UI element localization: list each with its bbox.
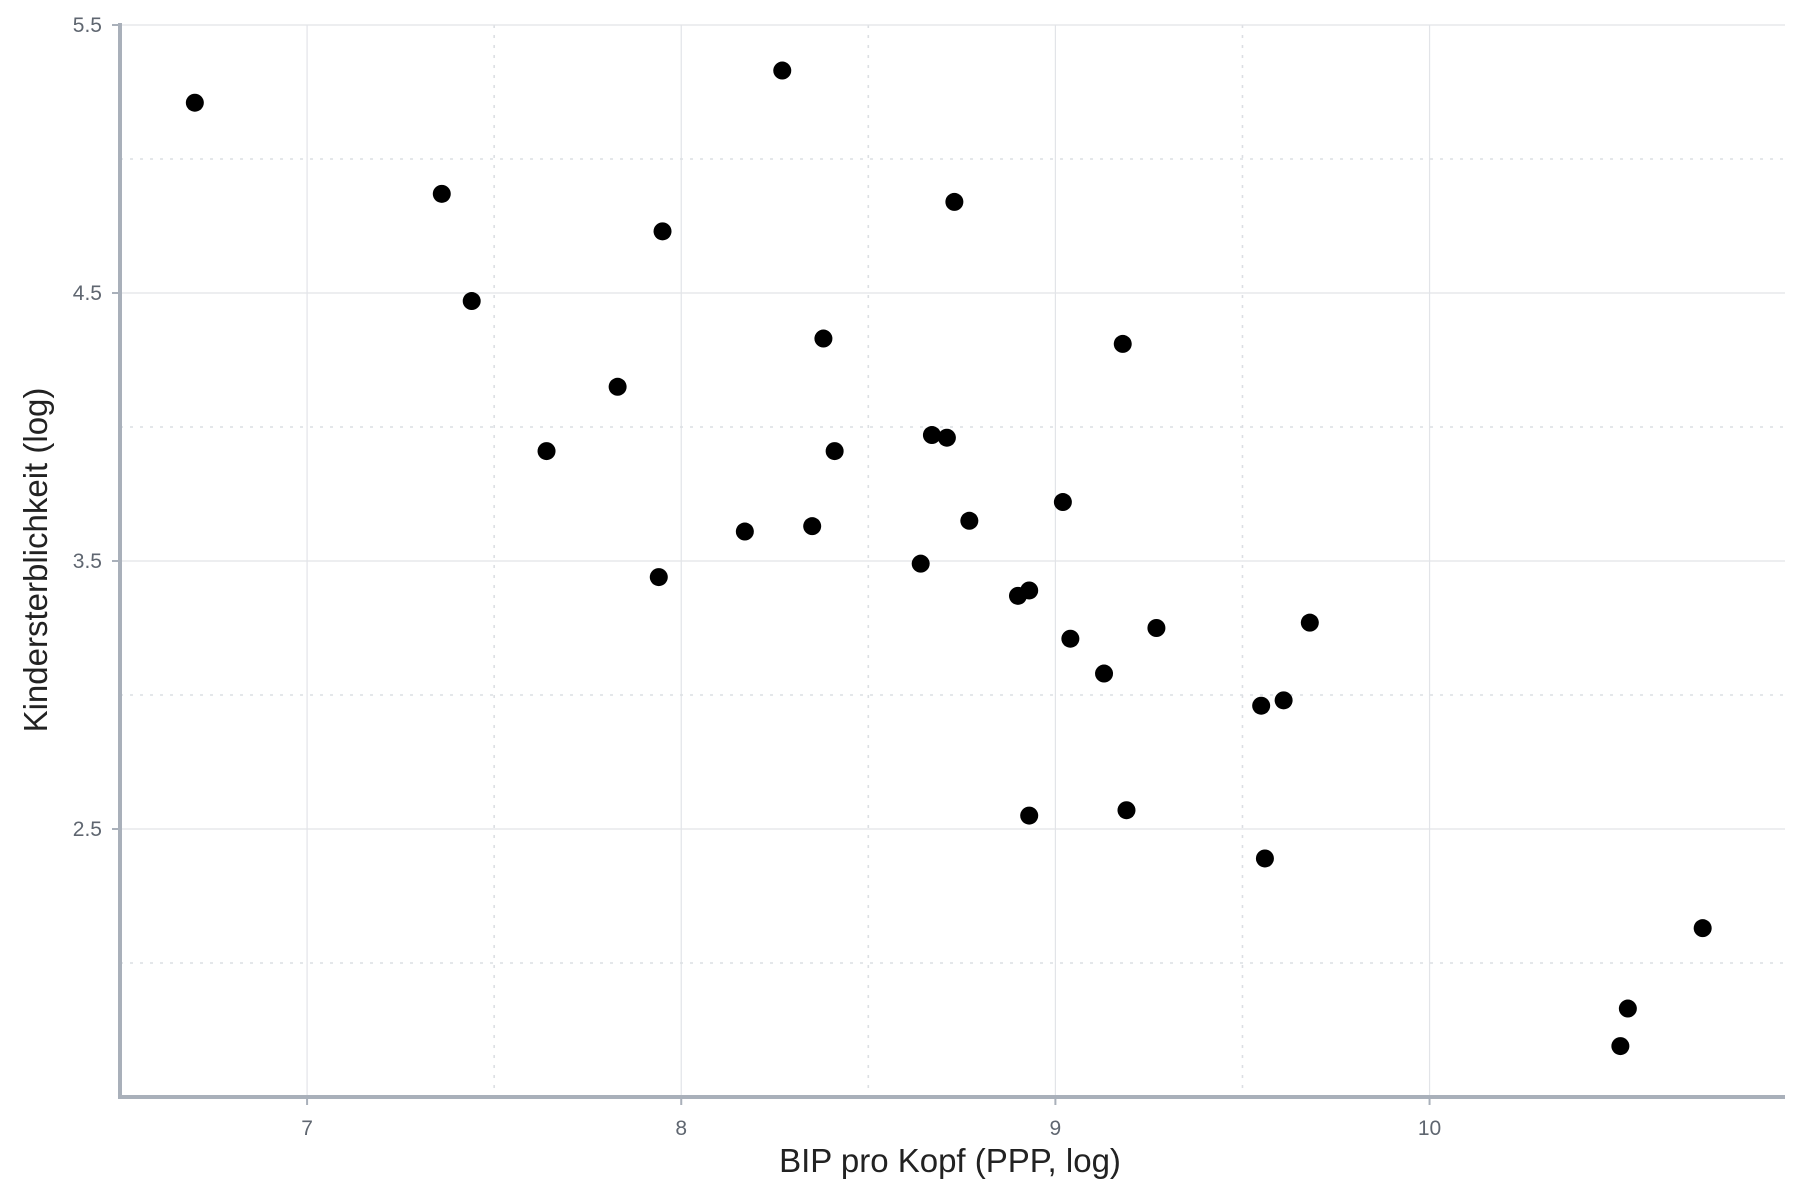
y-tick-label: 5.5 — [73, 14, 102, 37]
data-point — [937, 428, 956, 447]
data-point — [432, 184, 451, 203]
y-axis-title: Kindersterblichkeit (log) — [17, 388, 54, 733]
data-point — [1693, 919, 1712, 938]
data-point — [1274, 691, 1293, 710]
data-point — [1061, 629, 1080, 648]
data-point — [537, 442, 556, 461]
data-point — [1020, 581, 1039, 600]
data-point — [1117, 801, 1136, 820]
tick-labels: 7 8 9 10 2.5 3.5 4.5 5.5 — [73, 14, 1441, 1140]
y-tick-label: 2.5 — [73, 818, 102, 841]
data-point — [1113, 334, 1132, 353]
data-point — [814, 329, 833, 348]
grid — [120, 24, 1785, 1097]
data-point — [1252, 696, 1271, 715]
data-point — [1053, 493, 1072, 512]
x-axis-title: BIP pro Kopf (PPP, log) — [779, 1142, 1121, 1179]
data-point — [1020, 806, 1039, 825]
x-tick-label: 7 — [301, 1117, 313, 1140]
data-point — [960, 511, 979, 530]
data-point — [1147, 619, 1166, 637]
data-point — [1618, 999, 1637, 1018]
data-point — [803, 517, 822, 536]
data-point — [773, 61, 792, 80]
data-point — [911, 554, 930, 573]
x-tick-label: 8 — [675, 1117, 687, 1140]
y-tick-label: 3.5 — [73, 550, 102, 573]
data-point — [922, 426, 941, 445]
data-points — [185, 61, 1712, 1056]
data-point — [185, 93, 204, 112]
data-point — [1095, 664, 1114, 683]
data-point — [1611, 1037, 1630, 1056]
y-tick-label: 4.5 — [73, 282, 102, 305]
x-tick-label: 10 — [1418, 1117, 1441, 1140]
data-point — [649, 568, 668, 587]
axes — [112, 23, 1785, 1105]
data-point — [945, 192, 964, 211]
data-point — [1300, 613, 1319, 632]
data-point — [462, 292, 481, 311]
data-point — [653, 222, 672, 241]
data-point — [825, 442, 844, 461]
data-point — [1255, 849, 1274, 868]
x-tick-label: 9 — [1050, 1117, 1062, 1140]
data-point — [735, 522, 754, 541]
data-point — [608, 377, 627, 396]
